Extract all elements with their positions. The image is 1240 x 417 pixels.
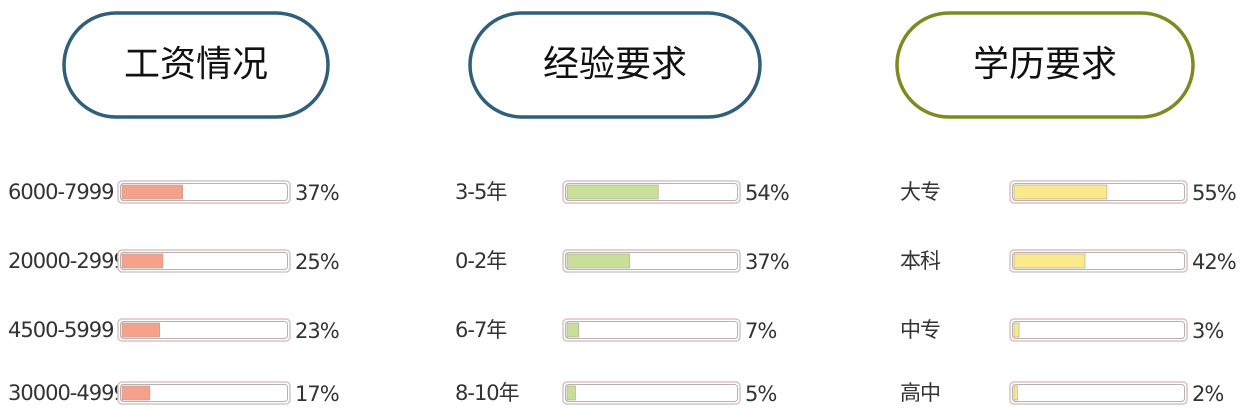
category-label: 4500-5999 [8,318,113,342]
value-label: 17% [295,382,339,406]
bar-track-inner [1012,252,1185,270]
bar-track-inner [565,321,738,339]
bar-track-outer [1009,318,1188,342]
value-label: 3% [1192,319,1223,343]
bar-track-inner [565,384,738,402]
group-title: 工资情况 [124,44,268,85]
value-label: 2% [1192,382,1223,406]
bar-track-outer [117,381,291,405]
bar [121,322,161,338]
bar-track-inner [1012,321,1185,339]
bar-track-inner [120,252,288,270]
category-label: 20000-2999 [8,249,126,273]
bar-track-inner [565,183,738,201]
value-label: 37% [295,181,339,205]
category-label: 8-10年 [455,381,520,405]
bar [566,322,580,338]
value-label: 37% [745,250,789,274]
value-label: 5% [745,382,776,406]
category-label: 高中 [900,381,940,405]
category-label: 大专 [900,180,940,204]
bar-track-inner [1012,384,1185,402]
bar [1013,322,1020,338]
bar [1013,253,1086,269]
value-label: 25% [295,250,339,274]
group-title: 学历要求 [973,44,1117,85]
bar-track-outer [562,318,741,342]
bar [121,385,151,401]
bar [566,253,630,269]
bar-track-inner [120,321,288,339]
category-label: 6000-7999 [8,180,113,204]
bar [1013,184,1108,200]
bar-track-inner [565,252,738,270]
category-label: 本科 [900,249,941,273]
bar-track-inner [1012,183,1185,201]
value-label: 54% [745,181,789,205]
value-label: 7% [745,319,776,343]
category-label: 中专 [900,318,940,342]
bar [121,184,183,200]
value-label: 42% [1192,250,1236,274]
category-label: 3-5年 [455,180,507,204]
group-title: 经验要求 [543,44,687,85]
bar [566,385,576,401]
bar [1013,385,1018,401]
category-label: 30000-4999 [8,381,126,405]
bar [121,253,164,269]
category-label: 0-2年 [455,249,507,273]
title-pill [895,11,1195,119]
bar-track-outer [117,318,291,342]
bar [566,184,659,200]
title-pill [468,11,762,119]
category-label: 6-7年 [455,318,507,342]
bar-track-outer [1009,381,1188,405]
value-label: 55% [1192,181,1236,205]
bar-track-inner [120,384,288,402]
value-label: 23% [295,319,339,343]
title-pill [62,11,330,119]
bar-track-inner [120,183,288,201]
bar-track-outer [562,381,741,405]
